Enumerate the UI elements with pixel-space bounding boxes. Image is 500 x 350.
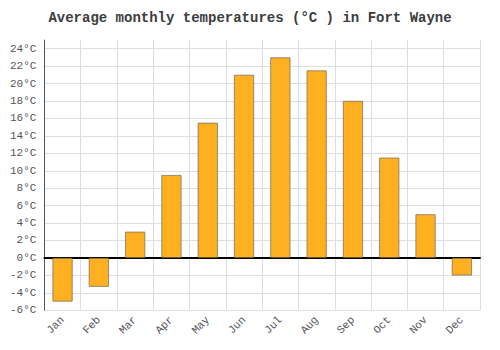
svg-text:Aug: Aug [298,314,320,336]
svg-text:20°C: 20°C [10,78,37,90]
svg-text:14°C: 14°C [10,130,37,142]
svg-text:Apr: Apr [153,314,175,336]
svg-text:Jun: Jun [226,314,248,336]
svg-text:Oct: Oct [371,314,393,336]
svg-text:4°C: 4°C [17,217,37,229]
svg-text:Jul: Jul [262,314,284,336]
svg-text:24°C: 24°C [10,43,37,55]
svg-text:-6°C: -6°C [10,304,37,316]
svg-text:22°C: 22°C [10,60,37,72]
svg-text:Jan: Jan [44,314,66,336]
svg-text:16°C: 16°C [10,112,37,124]
svg-text:0°C: 0°C [17,252,37,264]
svg-text:Dec: Dec [444,314,466,336]
svg-text:12°C: 12°C [10,147,37,159]
svg-text:2°C: 2°C [17,234,37,246]
svg-text:Mar: Mar [117,314,139,336]
svg-text:Average monthly temperatures (: Average monthly temperatures (°C ) in Fo… [48,10,451,26]
svg-text:Nov: Nov [407,314,430,337]
svg-text:May: May [190,314,213,337]
svg-text:Feb: Feb [81,314,103,336]
svg-text:18°C: 18°C [10,95,37,107]
svg-text:-4°C: -4°C [10,287,37,299]
svg-text:8°C: 8°C [17,182,37,194]
svg-text:-2°C: -2°C [10,269,37,281]
svg-text:10°C: 10°C [10,165,37,177]
svg-text:6°C: 6°C [17,200,37,212]
svg-text:Sep: Sep [335,314,357,336]
